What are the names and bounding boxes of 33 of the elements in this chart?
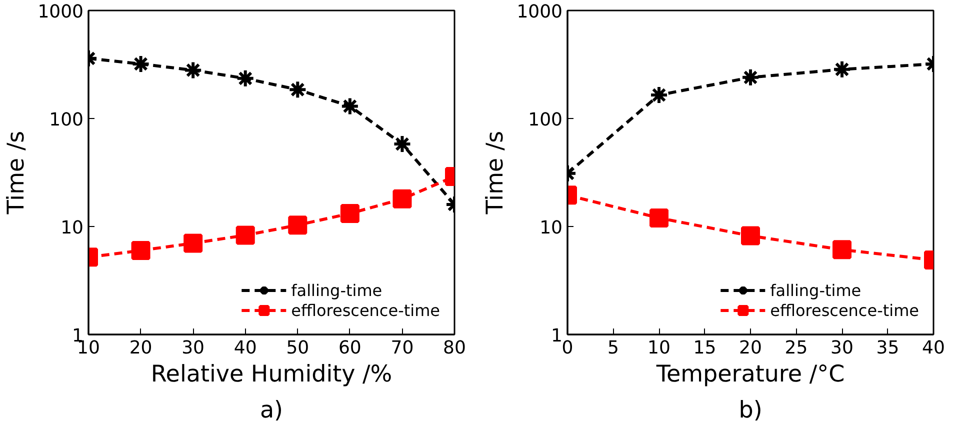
legend-label: efflorescence-time — [291, 300, 440, 320]
x-tick-label: 80 — [443, 338, 466, 358]
y-tick-label: 10 — [540, 218, 562, 238]
y-tick-label: 10 — [60, 218, 84, 238]
y-tick-label: 1000 — [38, 2, 84, 22]
legend-label: falling-time — [770, 280, 862, 300]
legend-label: efflorescence-time — [770, 300, 919, 320]
x-tick-label: 25 — [784, 338, 808, 358]
text: a) — [260, 398, 284, 424]
x-tick-label: 30 — [830, 338, 854, 358]
x-tick-label: 0 — [562, 338, 574, 358]
x-axis-title: Relative Humidity /% — [150, 362, 392, 388]
y-tick-label: 1000 — [516, 2, 563, 22]
x-tick-label: 50 — [286, 338, 310, 358]
y-axis-title: Time /s — [482, 130, 509, 216]
x-tick-label: 20 — [739, 338, 762, 358]
x-axis-title: Temperature /°C — [655, 362, 845, 388]
x-tick-label: 30 — [182, 338, 205, 358]
x-tick-label: 10 — [648, 338, 670, 358]
y-tick-label: 100 — [49, 110, 84, 130]
text: b) — [738, 398, 762, 424]
x-tick-label: 40 — [922, 338, 945, 358]
x-tick-label: 40 — [234, 338, 257, 358]
x-tick-label: 15 — [693, 338, 716, 358]
y-tick-label: 1 — [551, 326, 562, 346]
x-tick-label: 60 — [338, 338, 362, 358]
x-tick-label: 5 — [608, 338, 619, 358]
y-axis-title: Time /s — [4, 130, 30, 216]
x-tick-label: 35 — [876, 338, 900, 358]
x-tick-label: 70 — [390, 338, 414, 358]
legend-label: falling-time — [291, 280, 382, 300]
x-tick-label: 20 — [129, 338, 152, 358]
y-tick-label: 100 — [528, 110, 563, 130]
